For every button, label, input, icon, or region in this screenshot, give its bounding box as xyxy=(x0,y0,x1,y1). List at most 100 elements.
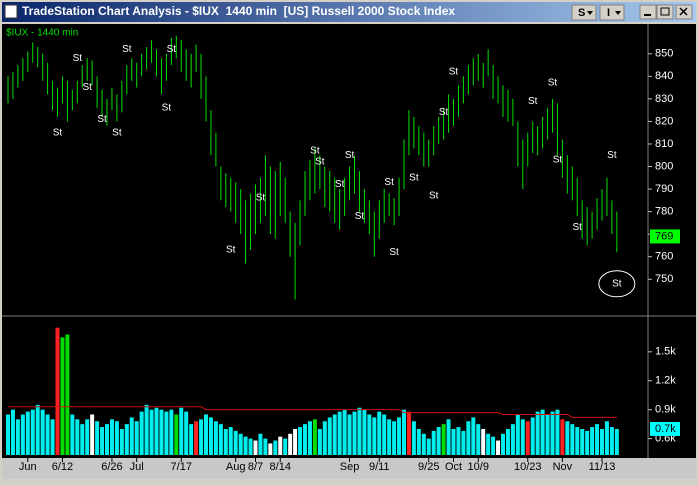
volume-bar xyxy=(347,414,352,455)
volume-bar xyxy=(288,433,293,455)
volume-bar xyxy=(446,419,451,455)
y-tick-label: 1.5k xyxy=(655,346,676,358)
volume-bar xyxy=(70,414,75,455)
volume-bar xyxy=(451,428,456,455)
volume-bar xyxy=(114,421,119,455)
volume-bar xyxy=(243,436,248,455)
annotation: St xyxy=(409,172,419,183)
volume-bar xyxy=(609,427,614,455)
volume-bar xyxy=(303,424,307,455)
x-axis-strip xyxy=(2,458,696,479)
annotation: St xyxy=(553,154,563,165)
volume-bar xyxy=(95,421,100,455)
volume-bar xyxy=(352,411,357,455)
volume-bar xyxy=(248,438,253,455)
volume-bar xyxy=(149,409,154,455)
volume-bar xyxy=(486,433,491,455)
volume-bar xyxy=(278,436,283,455)
annotation: St xyxy=(345,150,355,161)
maximize-button[interactable] xyxy=(656,4,674,20)
volume-bar xyxy=(15,419,20,455)
annotation: St xyxy=(97,114,107,125)
annotation: St xyxy=(384,177,394,188)
annotation: St xyxy=(315,157,325,168)
last-value-box xyxy=(650,421,680,436)
y-tick-label: 820 xyxy=(655,115,673,127)
volume-bar xyxy=(55,327,60,455)
app-icon xyxy=(4,4,18,19)
volume-bar xyxy=(342,409,347,455)
volume-bar xyxy=(45,414,50,455)
annotation: St xyxy=(53,127,63,138)
volume-bar xyxy=(555,409,560,455)
volume-bar xyxy=(545,414,550,455)
volume-bar xyxy=(535,411,540,455)
button-s[interactable]: S xyxy=(571,4,597,21)
annotation: St xyxy=(112,127,122,138)
x-tick-label: 6/12 xyxy=(52,461,73,473)
volume-bar xyxy=(253,440,258,455)
annotation: St xyxy=(612,278,622,289)
volume-bar xyxy=(189,424,194,455)
volume-bar xyxy=(129,417,134,455)
volume-bar xyxy=(283,438,288,455)
volume-bar xyxy=(105,424,109,455)
x-tick-label: Nov xyxy=(553,461,573,473)
volume-bar xyxy=(382,414,387,455)
volume-bar xyxy=(164,411,169,455)
minimize-button[interactable] xyxy=(639,4,657,20)
volume-bar xyxy=(461,430,466,455)
y-tick-label: 1.2k xyxy=(655,375,676,387)
volume-bar xyxy=(35,404,40,455)
volume-bar xyxy=(520,419,525,455)
x-tick-label: 10/23 xyxy=(514,461,542,473)
x-tick-label: 6/26 xyxy=(101,461,122,473)
button-label: I xyxy=(607,7,610,19)
volume-bar xyxy=(233,430,238,455)
volume-bar xyxy=(100,427,105,455)
x-tick-label: 8/14 xyxy=(270,461,291,473)
volume-bar xyxy=(357,407,362,455)
volume-bar xyxy=(600,428,604,455)
volume-bar xyxy=(402,409,406,455)
volume-bar xyxy=(431,430,436,455)
volume-bar xyxy=(60,337,65,455)
volume-bar xyxy=(580,428,585,455)
annotation: St xyxy=(256,193,266,204)
volume-average xyxy=(8,406,617,418)
y-tick-label: 760 xyxy=(655,251,673,263)
volume-bar xyxy=(590,427,595,455)
volume-bar xyxy=(416,428,421,455)
volume-bar xyxy=(258,433,263,455)
volume-bar xyxy=(406,411,411,455)
volume-bar xyxy=(298,427,303,455)
volume-bar xyxy=(510,424,515,455)
volume-bar xyxy=(119,428,124,455)
plot-background xyxy=(2,24,696,458)
x-tick-label: 8/7 xyxy=(248,461,263,473)
volume-bar xyxy=(466,421,471,455)
close-button[interactable] xyxy=(675,4,693,20)
x-tick-label: 9/25 xyxy=(418,461,439,473)
volume-bar xyxy=(377,411,382,455)
y-tick-label: 810 xyxy=(655,138,673,150)
volume-bar xyxy=(194,421,199,455)
volume-bar xyxy=(20,414,25,455)
annotation: St xyxy=(122,44,132,55)
volume-bar xyxy=(471,417,476,455)
annotation: St xyxy=(528,96,538,107)
volume-bar xyxy=(90,414,95,455)
volume-bar xyxy=(293,428,298,455)
button-i[interactable]: I xyxy=(599,4,625,21)
volume-bar xyxy=(436,427,441,455)
volume-bar xyxy=(372,417,377,455)
annotation: St xyxy=(389,247,399,258)
volume-bar xyxy=(144,404,149,455)
volume-bar xyxy=(179,407,184,455)
x-tick-label: 9/11 xyxy=(369,461,390,473)
volume-bar xyxy=(476,424,481,455)
volume-bar xyxy=(392,421,397,455)
x-tick-label: Jun xyxy=(19,461,37,473)
volume-bar xyxy=(491,436,496,455)
volume-bar xyxy=(560,419,565,455)
